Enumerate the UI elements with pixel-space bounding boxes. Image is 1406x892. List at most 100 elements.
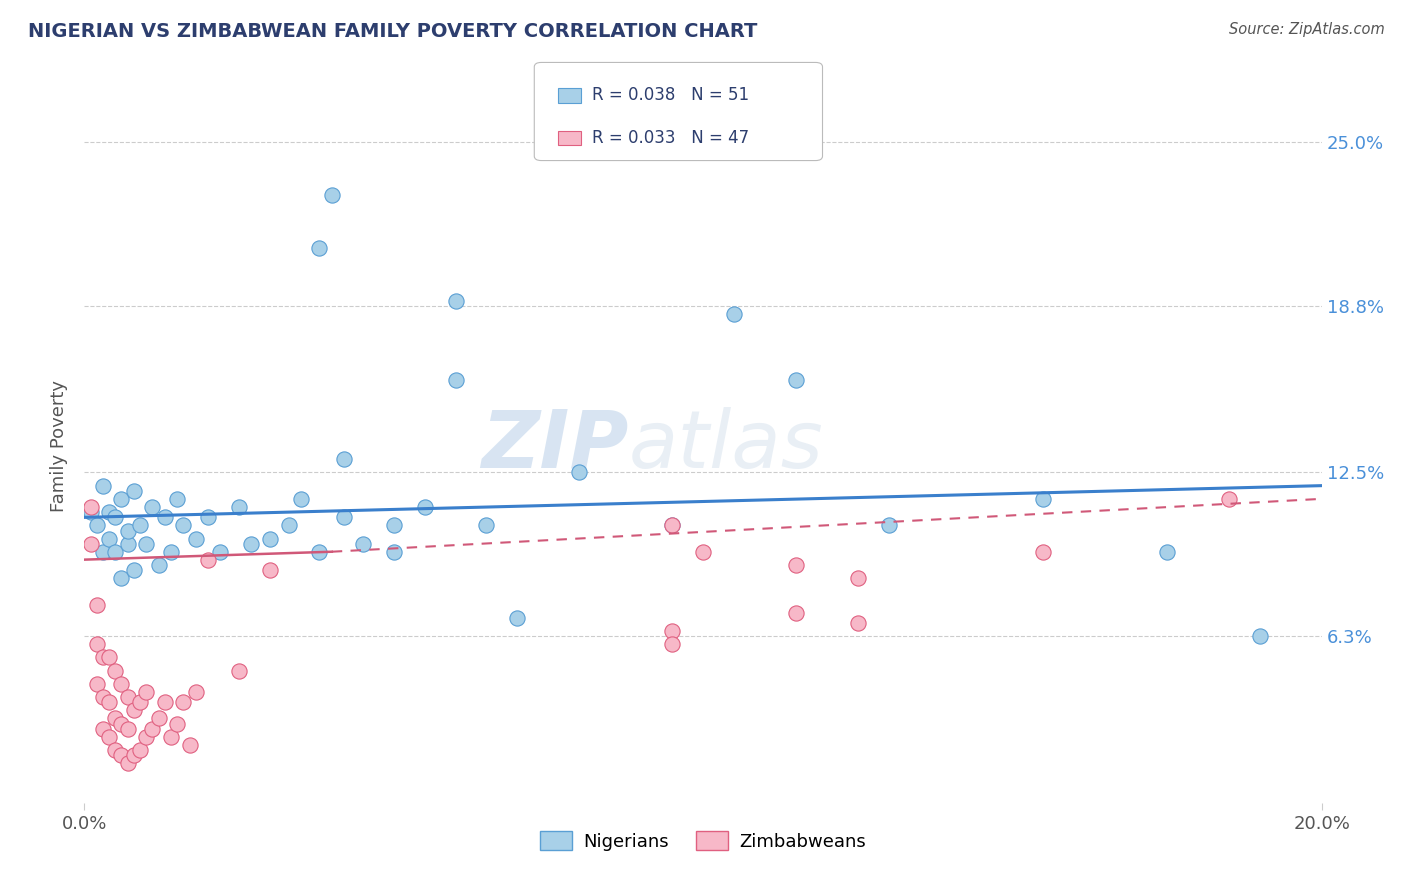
- Point: [352, 537, 374, 551]
- Point: [110, 491, 132, 506]
- Point: [197, 552, 219, 566]
- Point: [661, 637, 683, 651]
- Point: [1032, 491, 1054, 506]
- Point: [184, 685, 207, 699]
- Point: [877, 518, 900, 533]
- Point: [79, 500, 101, 514]
- Point: [333, 510, 356, 524]
- Point: [259, 532, 281, 546]
- Point: [98, 695, 121, 709]
- Point: [308, 241, 330, 255]
- Point: [98, 532, 121, 546]
- Point: [110, 748, 132, 763]
- Point: [148, 558, 170, 572]
- Text: atlas: atlas: [628, 407, 824, 485]
- Point: [1218, 491, 1240, 506]
- Point: [172, 518, 194, 533]
- Point: [104, 711, 127, 725]
- Point: [141, 500, 163, 514]
- Point: [79, 505, 101, 519]
- Point: [148, 711, 170, 725]
- Point: [153, 695, 176, 709]
- Point: [91, 650, 114, 665]
- Point: [382, 518, 405, 533]
- Text: ZIP: ZIP: [481, 407, 628, 485]
- Point: [117, 524, 139, 538]
- Point: [333, 452, 356, 467]
- Point: [228, 500, 250, 514]
- Point: [104, 743, 127, 757]
- Point: [91, 722, 114, 736]
- Point: [785, 373, 807, 387]
- Point: [444, 293, 467, 308]
- Point: [129, 518, 152, 533]
- Point: [129, 743, 152, 757]
- Point: [413, 500, 436, 514]
- Point: [117, 756, 139, 771]
- Point: [104, 664, 127, 678]
- Point: [86, 518, 108, 533]
- Point: [228, 664, 250, 678]
- Point: [382, 545, 405, 559]
- Point: [240, 537, 263, 551]
- Point: [661, 624, 683, 638]
- Point: [184, 532, 207, 546]
- Point: [122, 563, 145, 577]
- Point: [86, 598, 108, 612]
- Point: [846, 571, 869, 585]
- Point: [160, 730, 183, 744]
- Point: [785, 558, 807, 572]
- Point: [568, 466, 591, 480]
- Point: [129, 695, 152, 709]
- Point: [308, 545, 330, 559]
- Point: [166, 491, 188, 506]
- Text: R = 0.033   N = 47: R = 0.033 N = 47: [592, 129, 749, 147]
- Point: [122, 483, 145, 498]
- Point: [444, 373, 467, 387]
- Point: [117, 690, 139, 704]
- Text: R = 0.038   N = 51: R = 0.038 N = 51: [592, 87, 749, 104]
- Point: [135, 685, 157, 699]
- Point: [846, 616, 869, 631]
- Point: [79, 537, 101, 551]
- Point: [86, 637, 108, 651]
- Point: [91, 545, 114, 559]
- Point: [135, 537, 157, 551]
- Point: [723, 307, 745, 321]
- Point: [117, 537, 139, 551]
- Point: [117, 722, 139, 736]
- Point: [160, 545, 183, 559]
- Point: [141, 722, 163, 736]
- Y-axis label: Family Poverty: Family Poverty: [49, 380, 67, 512]
- Point: [785, 606, 807, 620]
- Point: [98, 650, 121, 665]
- Point: [661, 518, 683, 533]
- Point: [122, 703, 145, 717]
- Point: [110, 571, 132, 585]
- Point: [91, 690, 114, 704]
- Point: [91, 478, 114, 492]
- Point: [1156, 545, 1178, 559]
- Point: [98, 730, 121, 744]
- Point: [166, 716, 188, 731]
- Point: [259, 563, 281, 577]
- Point: [179, 738, 201, 752]
- Point: [110, 716, 132, 731]
- Point: [98, 505, 121, 519]
- Point: [122, 748, 145, 763]
- Point: [277, 518, 299, 533]
- Text: NIGERIAN VS ZIMBABWEAN FAMILY POVERTY CORRELATION CHART: NIGERIAN VS ZIMBABWEAN FAMILY POVERTY CO…: [28, 22, 758, 41]
- Point: [475, 518, 498, 533]
- Point: [506, 611, 529, 625]
- Point: [104, 545, 127, 559]
- Point: [197, 510, 219, 524]
- Point: [172, 695, 194, 709]
- Point: [86, 677, 108, 691]
- Legend: Nigerians, Zimbabweans: Nigerians, Zimbabweans: [533, 824, 873, 858]
- Text: Source: ZipAtlas.com: Source: ZipAtlas.com: [1229, 22, 1385, 37]
- Point: [692, 545, 714, 559]
- Point: [153, 510, 176, 524]
- Point: [135, 730, 157, 744]
- Point: [1249, 629, 1271, 643]
- Point: [321, 188, 343, 202]
